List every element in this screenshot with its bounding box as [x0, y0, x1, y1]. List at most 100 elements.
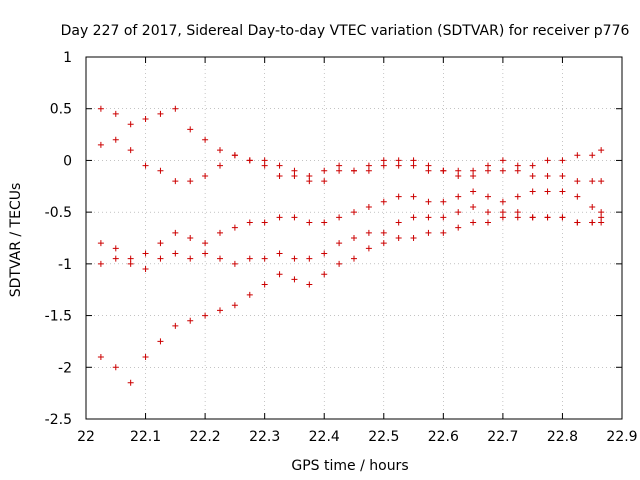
data-point	[202, 172, 209, 179]
data-point	[499, 157, 506, 164]
data-point	[529, 172, 536, 179]
data-point	[395, 162, 402, 169]
data-point	[485, 167, 491, 174]
axis-ticks	[85, 56, 623, 420]
y-tick-label: 1	[63, 50, 72, 66]
chart-title: Day 227 of 2017, Sidereal Day-to-day VTE…	[61, 23, 630, 39]
y-tick-label: 0	[63, 153, 72, 169]
data-point	[261, 255, 268, 262]
data-point	[157, 240, 164, 247]
data-point	[365, 167, 372, 174]
data-point	[410, 193, 417, 200]
data-point	[306, 219, 313, 226]
data-point	[470, 188, 477, 195]
data-point	[380, 198, 387, 205]
data-point	[470, 167, 477, 174]
data-point	[142, 162, 149, 169]
data-point	[380, 157, 387, 164]
data-point	[351, 235, 357, 241]
data-point	[97, 240, 104, 247]
data-point	[336, 240, 343, 247]
data-point	[485, 193, 491, 200]
data-point	[112, 136, 119, 143]
series-satellite-5	[97, 214, 605, 386]
data-point	[202, 136, 209, 143]
data-point	[351, 255, 357, 262]
data-point	[410, 235, 417, 241]
x-tick-label: 22.8	[547, 429, 578, 445]
data-point	[529, 214, 536, 221]
data-point	[365, 203, 372, 210]
data-point	[440, 198, 447, 205]
y-tick-label: -1	[58, 257, 72, 273]
data-point	[598, 214, 605, 221]
data-point	[589, 219, 596, 226]
data-point	[499, 209, 506, 216]
data-point	[97, 141, 104, 148]
data-point	[321, 250, 328, 257]
data-point	[172, 178, 179, 185]
data-point	[127, 121, 134, 128]
y-tick-label: -1.5	[45, 309, 72, 325]
series-satellite-3	[97, 188, 605, 262]
data-point	[544, 172, 551, 179]
data-point	[485, 162, 491, 169]
data-point	[187, 235, 194, 241]
data-point	[112, 255, 119, 262]
x-tick-label: 22.4	[309, 429, 340, 445]
data-point	[202, 250, 209, 257]
data-point	[321, 271, 328, 278]
data-point	[425, 198, 432, 205]
data-point	[514, 162, 521, 169]
data-point	[97, 353, 104, 360]
data-point	[559, 157, 566, 164]
data-point	[499, 198, 506, 205]
data-point	[485, 209, 491, 216]
data-point	[336, 214, 343, 221]
data-point	[440, 167, 447, 174]
data-point	[395, 193, 402, 200]
data-point	[97, 260, 104, 267]
series-satellite-2	[97, 136, 605, 185]
data-point	[589, 152, 596, 159]
data-point	[440, 214, 447, 221]
data-point	[112, 110, 119, 117]
data-point	[574, 219, 581, 226]
data-point	[261, 219, 268, 226]
plot-frame	[85, 56, 623, 420]
data-point	[276, 172, 283, 179]
data-point	[455, 224, 462, 231]
data-point	[395, 157, 402, 164]
data-point	[217, 162, 223, 169]
data-point	[246, 157, 253, 164]
data-point	[395, 219, 402, 226]
data-point	[187, 317, 194, 324]
x-tick-label: 22	[77, 429, 95, 445]
x-tick-label: 22.5	[368, 429, 399, 445]
data-point	[589, 178, 596, 185]
data-point	[321, 167, 328, 174]
data-point	[336, 260, 343, 267]
data-point	[217, 147, 223, 154]
data-point	[598, 178, 605, 185]
data-point	[246, 291, 253, 298]
data-point	[172, 229, 179, 236]
data-point	[455, 209, 462, 216]
data-point	[321, 178, 328, 185]
y-tick-label: -2.5	[45, 412, 72, 428]
data-point	[97, 105, 104, 112]
data-point	[380, 162, 387, 169]
y-axis-label: SDTVAR / TECUs	[8, 183, 24, 298]
data-point	[321, 219, 328, 226]
data-point	[187, 255, 194, 262]
data-point	[395, 235, 402, 241]
data-point	[425, 214, 432, 221]
data-point	[365, 162, 372, 169]
y-tick-labels: 1 0.5 0 -0.5 -1 -1.5 -2 -2.5	[45, 50, 72, 428]
series-satellite-1	[97, 105, 605, 179]
data-point	[514, 193, 521, 200]
y-tick-label: -2	[58, 360, 72, 376]
data-point	[246, 255, 253, 262]
data-point	[559, 172, 566, 179]
data-point	[202, 240, 209, 247]
